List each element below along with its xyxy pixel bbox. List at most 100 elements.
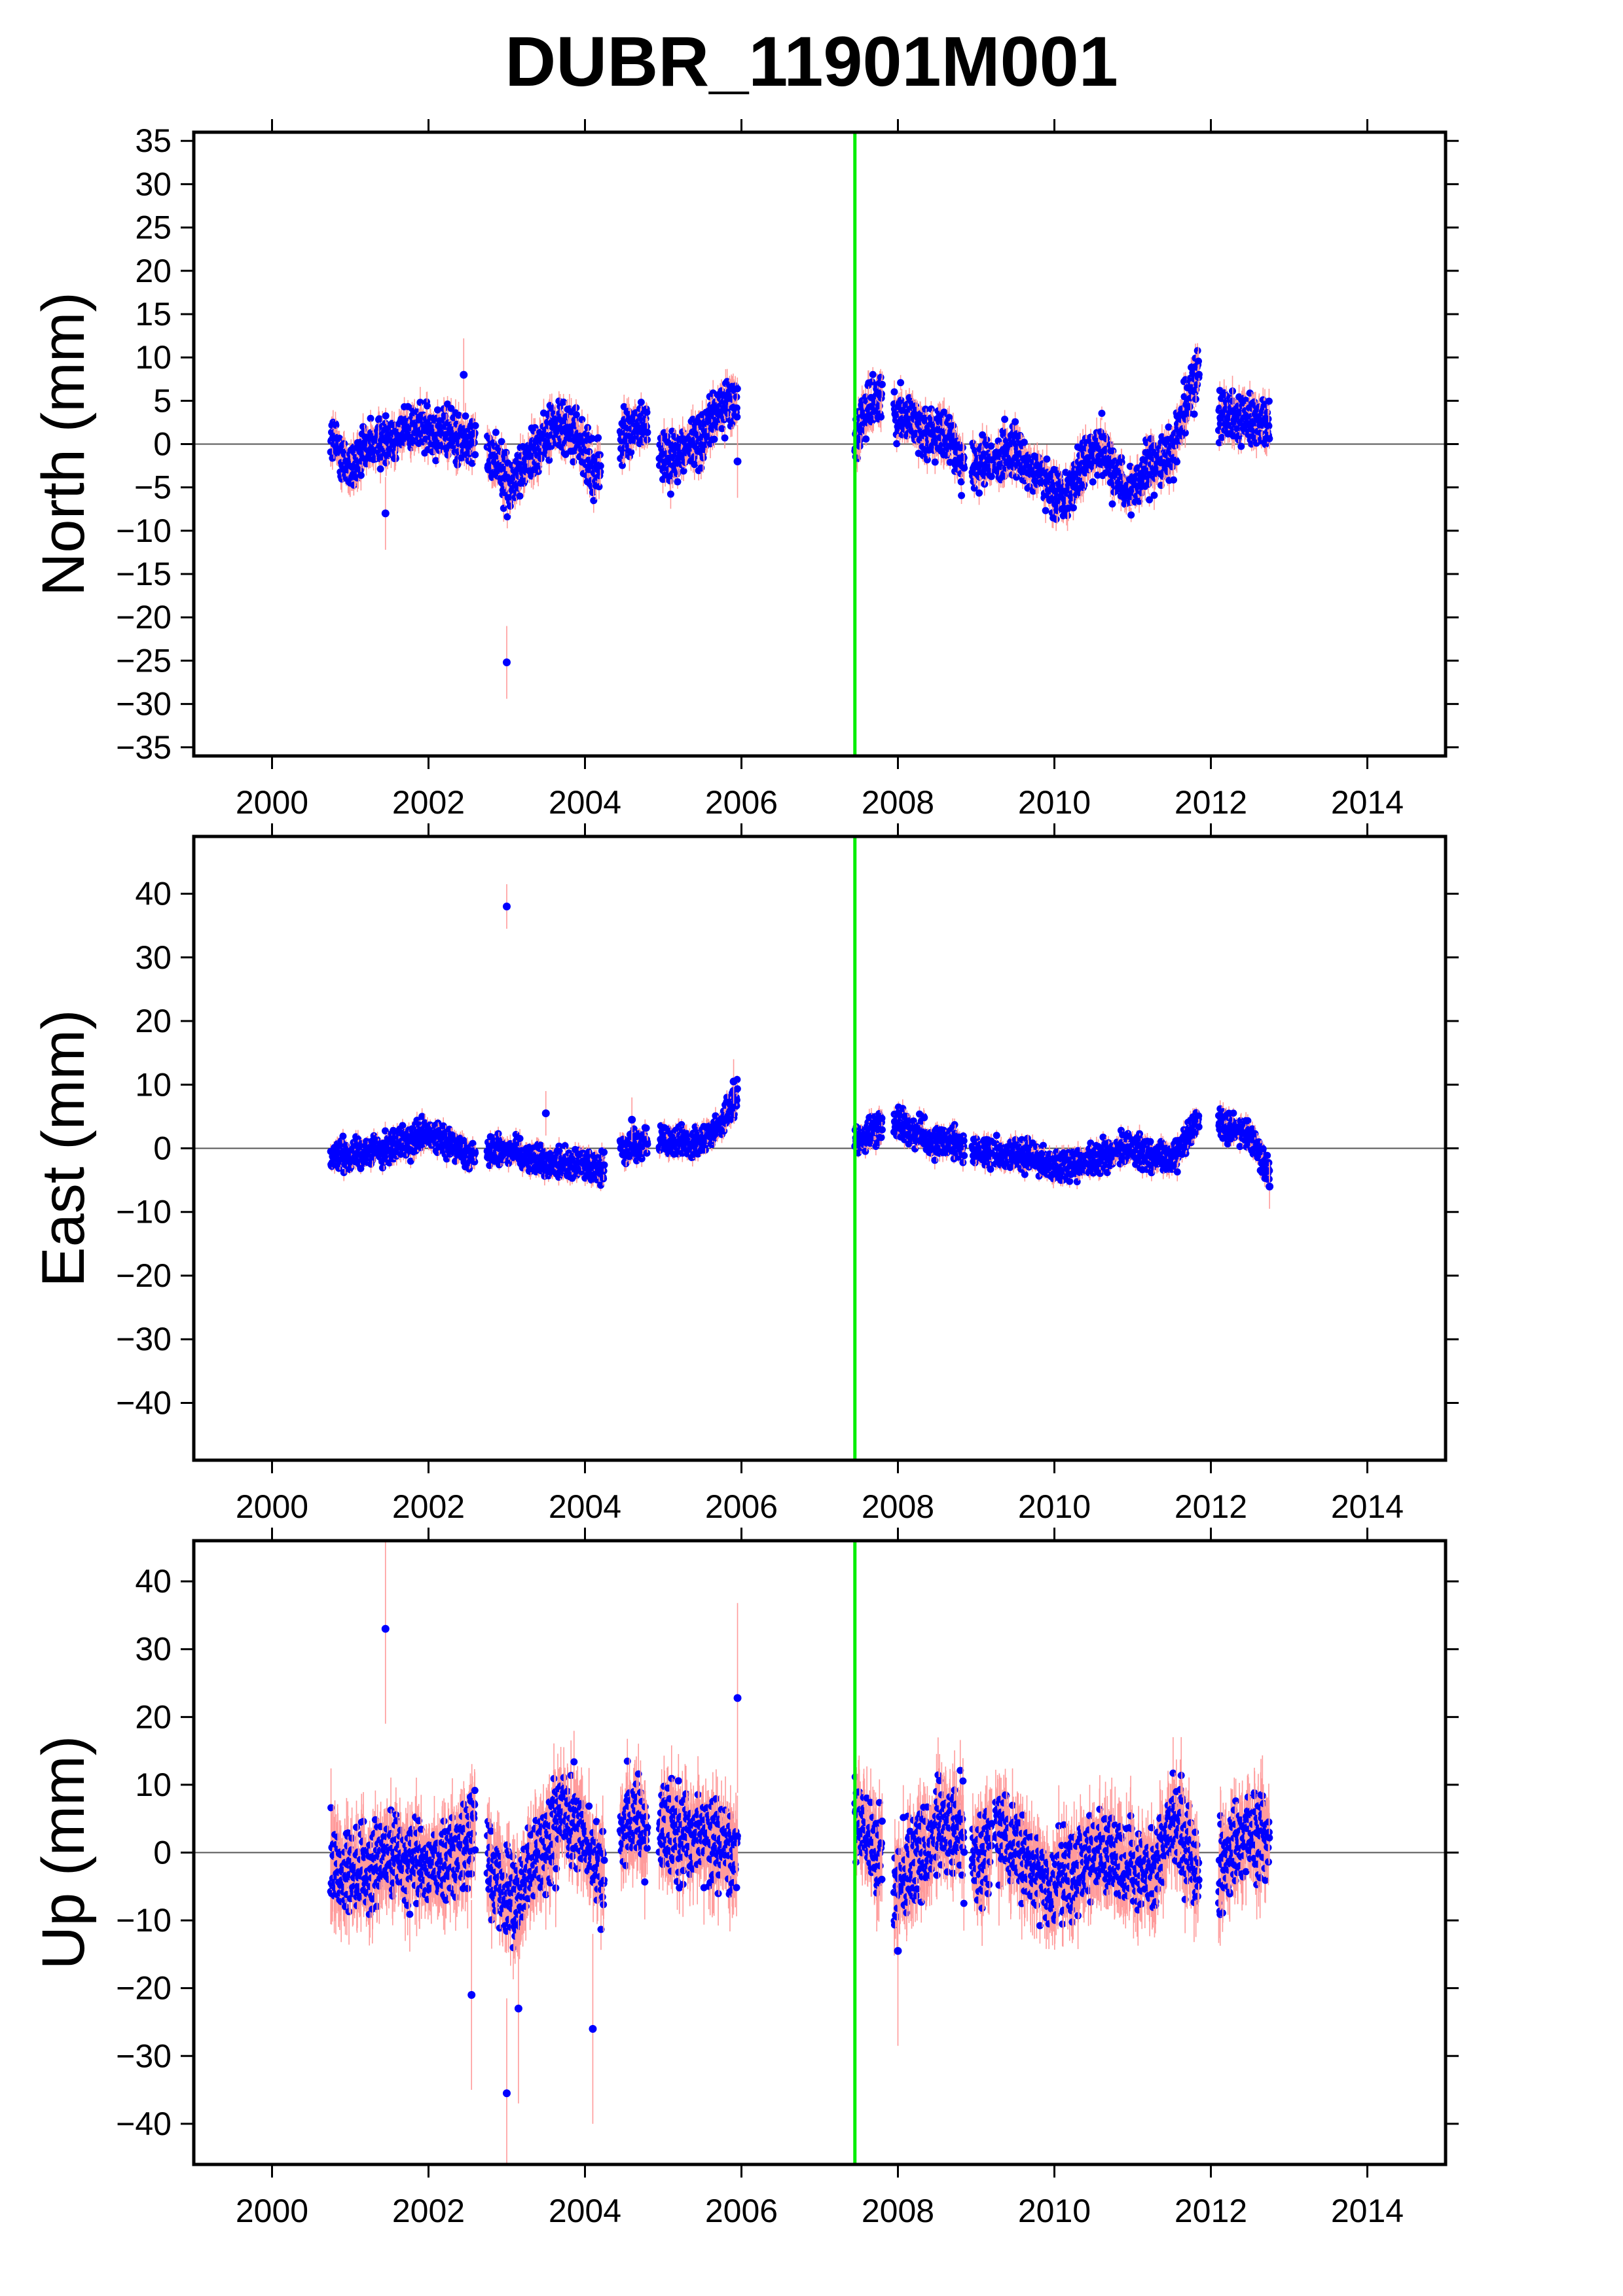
data-point bbox=[878, 390, 886, 398]
data-point bbox=[1257, 429, 1265, 437]
data-point bbox=[335, 435, 343, 442]
y-tick-label: 5 bbox=[153, 382, 172, 419]
data-point bbox=[979, 431, 987, 439]
data-point bbox=[1186, 403, 1194, 411]
data-point bbox=[595, 483, 603, 491]
data-point bbox=[1147, 435, 1155, 442]
data-point bbox=[868, 378, 876, 386]
data-point bbox=[1126, 462, 1134, 470]
data-point bbox=[644, 429, 651, 437]
data-point bbox=[721, 434, 729, 442]
data-point bbox=[1264, 408, 1271, 416]
x-tick-label: 2002 bbox=[392, 784, 465, 821]
data-point bbox=[869, 370, 877, 378]
data-point bbox=[890, 388, 898, 396]
data-point bbox=[367, 414, 374, 422]
data-point bbox=[931, 458, 939, 466]
data-point bbox=[594, 434, 602, 442]
data-point bbox=[1194, 347, 1201, 355]
y-tick-label: 15 bbox=[135, 296, 172, 332]
data-point bbox=[1103, 435, 1110, 442]
data-point bbox=[1089, 478, 1097, 486]
data-point bbox=[893, 440, 901, 448]
data-point bbox=[1106, 440, 1114, 448]
data-point bbox=[718, 425, 726, 433]
data-point bbox=[572, 411, 580, 419]
data-point bbox=[470, 439, 478, 446]
data-point bbox=[733, 393, 740, 401]
data-point bbox=[1146, 496, 1154, 504]
data-point bbox=[588, 435, 596, 442]
data-points-north bbox=[327, 338, 1273, 699]
data-point bbox=[862, 435, 870, 443]
data-point bbox=[970, 484, 978, 492]
data-point bbox=[680, 467, 687, 475]
y-tick-label: −35 bbox=[116, 729, 172, 766]
data-point bbox=[1043, 455, 1051, 463]
data-point bbox=[468, 459, 476, 467]
data-point bbox=[590, 497, 598, 505]
data-point bbox=[1195, 357, 1203, 365]
y-tick-label: 30 bbox=[135, 166, 172, 202]
data-point bbox=[699, 454, 707, 461]
data-point bbox=[1000, 429, 1008, 437]
data-point bbox=[1000, 472, 1008, 480]
data-point bbox=[447, 404, 455, 412]
data-point bbox=[976, 489, 983, 497]
y-tick-label: 35 bbox=[135, 122, 172, 159]
outlier-point bbox=[503, 658, 511, 667]
data-point bbox=[454, 448, 462, 456]
y-tick-label: −10 bbox=[116, 512, 172, 549]
x-tick-label: 2000 bbox=[236, 784, 308, 821]
data-point bbox=[416, 399, 424, 406]
data-point bbox=[596, 451, 604, 459]
data-point bbox=[1052, 515, 1060, 523]
data-point bbox=[877, 374, 884, 382]
data-point bbox=[1098, 410, 1106, 418]
data-point bbox=[958, 492, 966, 499]
data-point bbox=[1218, 433, 1226, 441]
data-point bbox=[433, 406, 441, 414]
data-point bbox=[376, 465, 384, 473]
outlier-point bbox=[460, 370, 468, 379]
data-point bbox=[987, 473, 995, 480]
data-point bbox=[1069, 504, 1077, 512]
data-point bbox=[1108, 500, 1116, 508]
data-point bbox=[560, 398, 568, 406]
data-point bbox=[983, 436, 991, 444]
data-point bbox=[627, 448, 635, 456]
data-point bbox=[643, 408, 651, 416]
data-point bbox=[1080, 481, 1088, 489]
data-point bbox=[1266, 435, 1273, 442]
data-point bbox=[455, 411, 463, 419]
data-point bbox=[1242, 397, 1250, 404]
y-tick-label: −20 bbox=[116, 599, 172, 636]
data-point bbox=[1001, 416, 1009, 423]
data-point bbox=[657, 435, 665, 442]
data-point bbox=[1012, 473, 1020, 481]
data-point bbox=[663, 433, 671, 440]
data-point bbox=[492, 429, 500, 437]
data-point bbox=[1265, 422, 1273, 430]
data-point bbox=[562, 450, 570, 458]
data-point bbox=[1265, 397, 1273, 405]
data-point bbox=[1150, 492, 1158, 499]
data-point bbox=[516, 492, 524, 500]
data-point bbox=[332, 422, 340, 429]
outlier-point bbox=[381, 509, 390, 518]
data-point bbox=[987, 442, 995, 450]
data-point bbox=[584, 423, 592, 431]
data-point bbox=[949, 422, 957, 429]
data-point bbox=[1235, 432, 1243, 440]
data-point bbox=[1165, 423, 1173, 431]
data-point bbox=[506, 502, 514, 510]
data-point bbox=[1194, 381, 1201, 389]
data-point bbox=[1169, 476, 1177, 484]
data-point bbox=[432, 457, 440, 465]
data-point bbox=[471, 429, 479, 437]
data-point bbox=[498, 438, 505, 446]
data-point bbox=[1094, 471, 1102, 479]
chart-title: DUBR_11901M001 bbox=[505, 22, 1118, 101]
data-point bbox=[957, 478, 965, 486]
